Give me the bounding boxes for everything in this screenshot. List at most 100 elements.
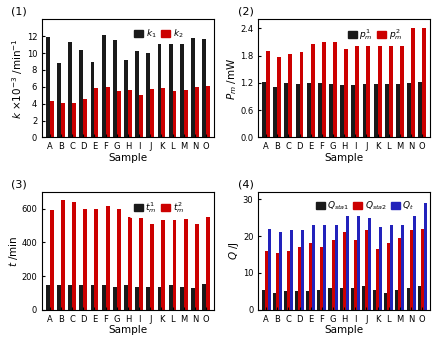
Bar: [343, 232, 346, 310]
Bar: [354, 240, 357, 310]
Bar: [61, 200, 65, 310]
Bar: [46, 285, 50, 310]
Bar: [323, 225, 326, 310]
Bar: [399, 238, 402, 310]
Bar: [139, 213, 143, 310]
Bar: [146, 53, 150, 137]
Text: (4): (4): [238, 179, 253, 189]
Bar: [306, 291, 309, 310]
Bar: [262, 81, 266, 137]
Bar: [418, 82, 422, 137]
Bar: [384, 293, 387, 310]
Bar: [150, 224, 154, 310]
Bar: [363, 84, 367, 137]
Bar: [409, 231, 413, 310]
Bar: [368, 218, 371, 310]
X-axis label: Sample: Sample: [108, 153, 148, 163]
Bar: [367, 42, 371, 137]
Bar: [309, 244, 312, 310]
Bar: [332, 240, 334, 310]
Bar: [390, 225, 393, 310]
Bar: [374, 84, 378, 137]
Bar: [206, 217, 210, 310]
Bar: [288, 54, 292, 137]
Bar: [376, 249, 379, 310]
Bar: [329, 84, 333, 137]
Bar: [311, 44, 315, 137]
Bar: [266, 51, 270, 137]
Bar: [184, 90, 187, 137]
Bar: [202, 284, 206, 310]
Bar: [355, 42, 359, 137]
Bar: [418, 286, 421, 310]
X-axis label: Sample: Sample: [325, 153, 364, 163]
Bar: [298, 247, 301, 310]
Bar: [72, 103, 76, 137]
Bar: [346, 216, 349, 310]
Bar: [344, 49, 348, 137]
Bar: [273, 87, 277, 137]
Bar: [301, 231, 304, 310]
Bar: [94, 88, 98, 137]
Bar: [102, 35, 106, 137]
Bar: [365, 231, 368, 310]
Bar: [202, 39, 206, 137]
Bar: [351, 85, 355, 137]
Bar: [61, 103, 65, 137]
Bar: [422, 28, 426, 137]
Bar: [83, 209, 87, 310]
Bar: [277, 56, 281, 137]
Bar: [329, 288, 332, 310]
Bar: [173, 220, 177, 310]
Bar: [124, 60, 128, 137]
Bar: [117, 91, 121, 137]
Bar: [106, 206, 110, 310]
Bar: [276, 253, 279, 310]
Bar: [413, 214, 416, 310]
Bar: [90, 62, 94, 137]
Bar: [83, 100, 87, 137]
Bar: [139, 95, 143, 137]
Bar: [128, 216, 132, 310]
Bar: [295, 291, 298, 310]
Bar: [146, 287, 150, 310]
Bar: [264, 251, 267, 310]
Bar: [307, 83, 311, 137]
Legend: $k_1$, $k_2$: $k_1$, $k_2$: [131, 24, 187, 43]
Text: (2): (2): [238, 7, 253, 17]
Bar: [57, 285, 61, 310]
Bar: [46, 37, 50, 137]
Bar: [351, 288, 354, 310]
Bar: [395, 290, 399, 310]
Y-axis label: $Q$ /J: $Q$ /J: [227, 241, 241, 260]
Bar: [340, 85, 344, 137]
Bar: [184, 219, 187, 310]
Bar: [135, 287, 139, 310]
Bar: [195, 224, 199, 310]
Bar: [290, 231, 293, 310]
Bar: [284, 83, 288, 137]
Bar: [157, 36, 161, 137]
Bar: [362, 286, 365, 310]
Bar: [113, 287, 117, 310]
X-axis label: Sample: Sample: [325, 325, 364, 335]
Legend: $t^1_m$, $t^2_m$: $t^1_m$, $t^2_m$: [130, 196, 188, 218]
Bar: [113, 40, 117, 137]
Bar: [80, 50, 83, 137]
Bar: [396, 84, 400, 137]
Bar: [173, 91, 177, 137]
Bar: [400, 31, 404, 137]
Bar: [206, 86, 210, 137]
Bar: [322, 42, 326, 137]
Y-axis label: $t$ /min: $t$ /min: [7, 235, 20, 266]
Bar: [424, 203, 427, 310]
Bar: [128, 90, 132, 137]
Bar: [284, 291, 287, 310]
Bar: [106, 87, 110, 137]
Bar: [117, 209, 121, 310]
Bar: [279, 232, 282, 310]
Bar: [161, 220, 165, 310]
Bar: [273, 293, 276, 310]
Text: (3): (3): [11, 179, 27, 189]
Bar: [378, 38, 382, 137]
